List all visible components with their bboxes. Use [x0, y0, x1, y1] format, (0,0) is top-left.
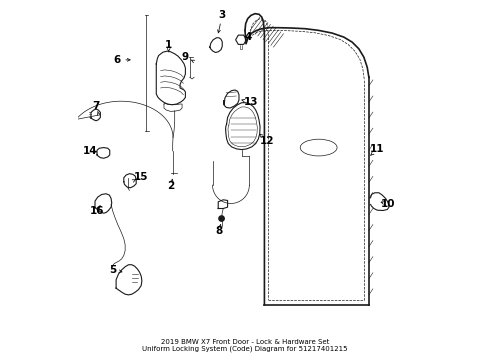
Text: 7: 7: [92, 101, 99, 111]
Text: 5: 5: [109, 265, 117, 275]
Text: 11: 11: [370, 144, 385, 154]
Text: 10: 10: [381, 199, 395, 210]
Text: 2: 2: [167, 181, 174, 191]
Text: 4: 4: [245, 32, 252, 42]
Text: 15: 15: [134, 172, 148, 182]
Text: 6: 6: [114, 55, 121, 65]
Circle shape: [219, 216, 224, 221]
Text: 14: 14: [83, 146, 98, 156]
Text: 8: 8: [215, 226, 222, 235]
Text: 16: 16: [90, 206, 104, 216]
Text: 13: 13: [244, 97, 258, 107]
Text: 2019 BMW X7 Front Door - Lock & Hardware Set
Uniform Locking System (Code) Diagr: 2019 BMW X7 Front Door - Lock & Hardware…: [142, 338, 348, 352]
Text: 12: 12: [260, 136, 274, 146]
Text: 3: 3: [219, 10, 226, 20]
Text: 1: 1: [165, 40, 172, 50]
Text: 9: 9: [182, 52, 189, 62]
